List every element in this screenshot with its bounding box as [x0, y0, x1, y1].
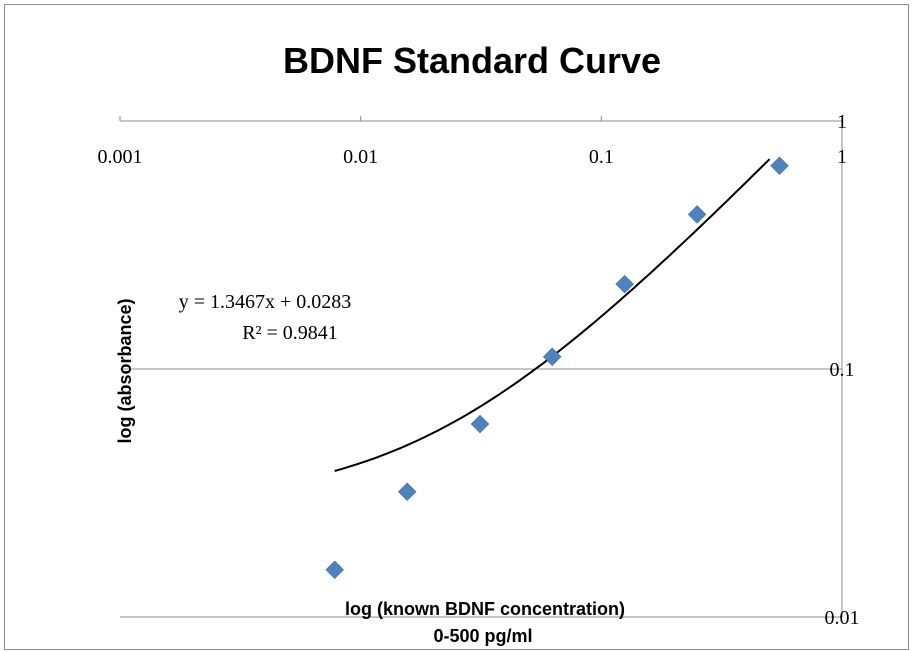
x-tick-labels: 0.001 0.01 0.1 1 — [98, 146, 848, 168]
chart-title: BDNF Standard Curve — [283, 40, 661, 81]
trendline-group — [334, 158, 771, 472]
chart-frame: BDNF Standard Curve 0.001 0.01 0.1 1 0.01 0.… — [4, 4, 909, 650]
y-tick-label-1: 1 — [837, 111, 847, 133]
data-point — [770, 156, 789, 176]
x-tick-label-0.1: 0.1 — [589, 146, 614, 168]
data-point — [615, 274, 635, 294]
data-point — [687, 205, 707, 224]
y-tick-labels: 0.01 0.1 1 — [825, 111, 860, 629]
trendline-r-squared: R² = 0.9841 — [242, 322, 338, 344]
y-tick-label-0.01: 0.01 — [825, 607, 860, 629]
data-point — [470, 414, 490, 434]
y-tick-label-0.1: 0.1 — [830, 359, 855, 381]
chart-svg: BDNF Standard Curve 0.001 0.01 0.1 1 0.010.… — [98, 40, 860, 646]
x-axis-subtitle: 0-500 pg/ml — [433, 626, 532, 646]
x-tick-label-1: 1 — [837, 146, 847, 168]
x-tick-label-0.01: 0.01 — [343, 146, 378, 168]
trendline — [334, 158, 771, 472]
data-point — [542, 347, 562, 367]
data-points — [325, 156, 789, 580]
grid-lines — [119, 116, 843, 618]
x-axis-title: log (known BDNF concentration) — [345, 599, 625, 619]
data-point — [397, 482, 417, 502]
y-axis-title: log (absorbance) — [115, 298, 135, 443]
x-tick-label-0.001: 0.001 — [98, 146, 143, 168]
data-point — [325, 560, 345, 580]
trendline-equation: y = 1.3467x + 0.0283 — [179, 291, 352, 313]
